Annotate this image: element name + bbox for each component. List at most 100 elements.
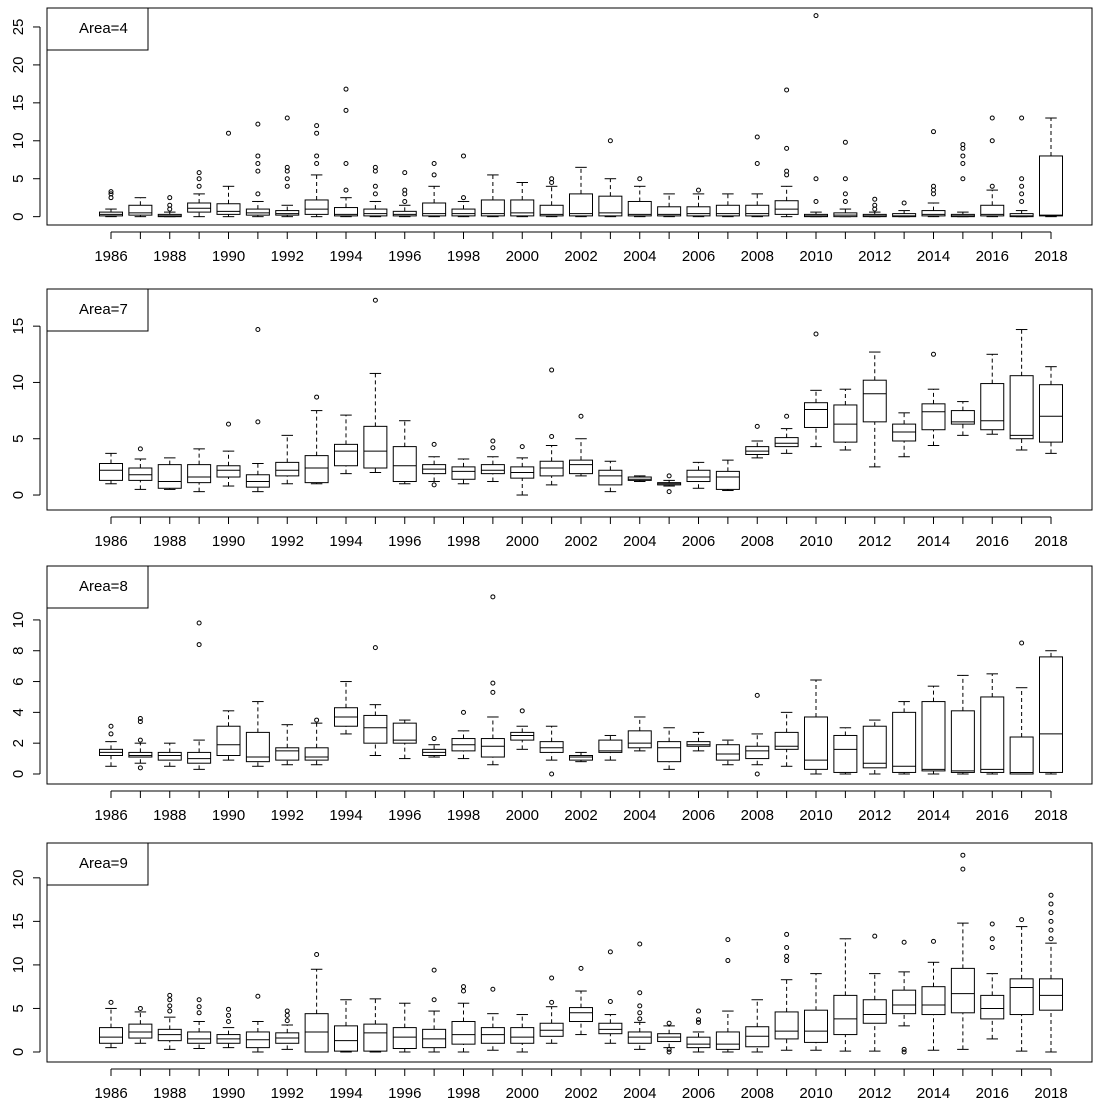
y-tick-label: 5 [10,435,27,443]
outlier [314,123,320,129]
outlier [901,200,907,206]
box [128,204,153,216]
box [451,208,476,217]
outlier [461,153,466,159]
outlier [842,139,848,145]
box [334,207,358,217]
box [657,741,682,763]
outlier [1019,917,1025,923]
box [569,754,593,761]
outlier [813,13,819,19]
x-tick-label: 1990 [212,1085,245,1102]
outlier [343,187,349,193]
outlier [989,115,995,121]
box [1009,736,1034,775]
outlier [402,198,408,204]
box [569,193,593,217]
x-tick-label: 2014 [917,248,950,265]
y-tick-label: 25 [10,19,27,36]
x-tick-label: 2012 [858,1085,891,1102]
x-tick-label: 2002 [564,1085,597,1102]
outlier [637,1010,643,1016]
outlier [196,1004,202,1010]
box [774,200,799,215]
x-tick-label: 1986 [94,248,127,265]
box [980,204,1005,217]
outlier [431,997,437,1003]
legend-box [46,7,149,51]
outlier [784,931,790,937]
x-tick-label: 2008 [741,248,774,265]
x-tick-label: 1996 [388,533,421,550]
outlier [284,176,290,182]
box [950,710,975,773]
box [392,722,417,744]
outlier [696,187,701,193]
box [510,1027,535,1044]
outlier [402,170,408,176]
box [715,1031,740,1050]
outlier [490,594,496,600]
outlier [872,196,878,202]
box [334,1025,358,1052]
y-tick-label: 15 [10,913,27,930]
outlier [1019,176,1025,182]
outlier [108,731,114,737]
box [451,1021,476,1045]
outlier [784,413,790,419]
outlier [637,941,643,947]
outlier [696,1017,701,1023]
outlier [372,645,378,651]
box [715,744,740,761]
box [980,383,1005,431]
x-tick-label: 2004 [623,248,656,265]
box [187,1031,212,1044]
outlier [901,1049,907,1055]
outlier [1048,892,1054,898]
outlier [1019,191,1025,197]
outlier [637,1016,643,1022]
box [950,410,975,425]
box [598,469,623,486]
outlier [637,990,643,996]
box [245,208,270,216]
legend-box [46,565,149,609]
x-tick-label: 1992 [271,248,304,265]
outlier [137,737,143,743]
x-tick-label: 1994 [329,807,362,824]
outlier [255,153,261,159]
legend-label: Area=8 [79,578,128,595]
x-tick-label: 2018 [1034,1085,1067,1102]
outlier [431,161,437,167]
outlier [931,351,936,357]
x-tick-label: 2000 [506,1085,539,1102]
outlier [372,297,378,303]
x-tick-label: 1990 [212,807,245,824]
outlier [519,444,525,450]
x-tick-label: 2018 [1034,533,1067,550]
outlier [666,473,672,479]
x-tick-label: 2010 [799,533,832,550]
x-tick-label: 2014 [917,533,950,550]
outlier [108,191,114,197]
outlier [137,719,143,725]
x-tick-label: 2002 [564,533,597,550]
box [862,379,887,423]
outlier [549,771,555,777]
x-tick-label: 1988 [153,807,186,824]
outlier [1019,183,1025,189]
box [539,204,564,217]
legend-box [46,288,149,332]
outlier [813,331,819,337]
panel: 0 5 10 15 20 25 1986 1988 1990 1992 1994 1996 1998 20… [10,7,1093,265]
outlier [196,642,202,648]
outlier [196,1010,202,1016]
box [275,461,300,477]
legend-label: Area=7 [79,301,128,318]
outlier [255,993,261,999]
box [245,474,270,488]
outlier [607,138,613,144]
box [862,725,887,769]
y-tick-label: 0 [10,770,27,778]
outlier [637,176,643,182]
